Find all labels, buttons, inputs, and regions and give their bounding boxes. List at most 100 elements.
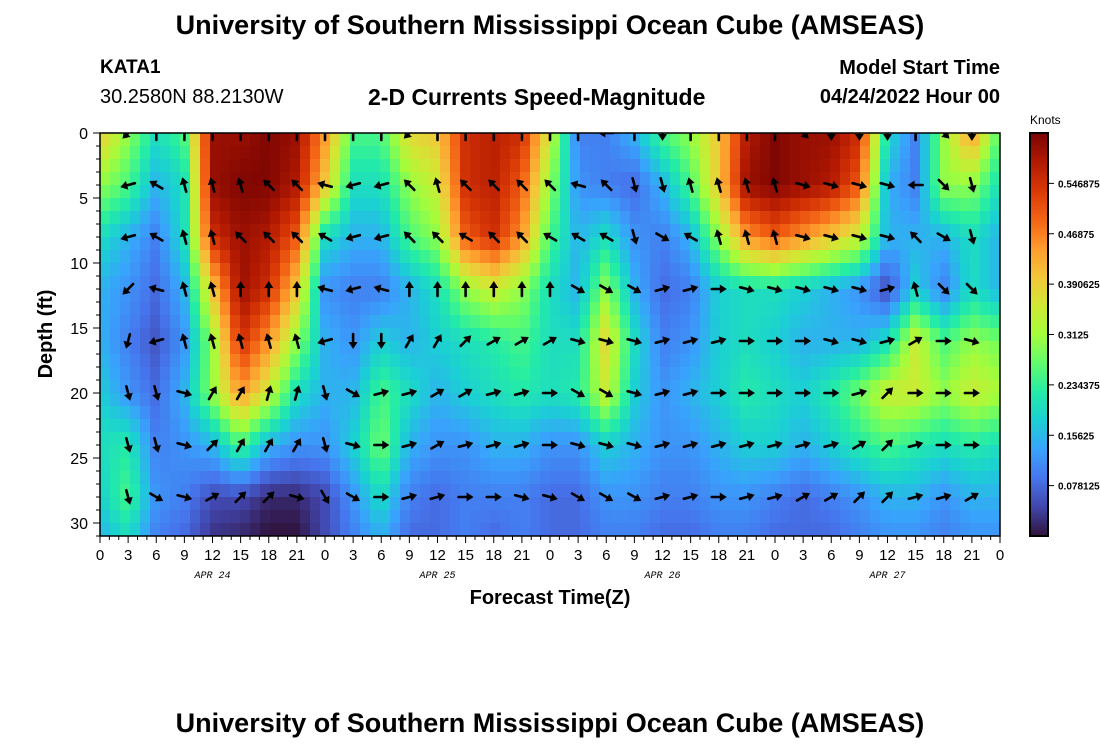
heatmap-cell <box>490 289 501 303</box>
heatmap-cell <box>440 380 451 394</box>
heatmap-cell <box>650 289 661 303</box>
heatmap-cell <box>420 237 431 251</box>
heatmap-cell <box>470 211 481 225</box>
heatmap-cell <box>800 198 811 212</box>
heatmap-cell <box>720 432 731 446</box>
heatmap-cell <box>410 159 421 173</box>
heatmap-cell <box>440 133 451 147</box>
current-arrow <box>598 336 615 346</box>
heatmap-cell <box>460 471 471 485</box>
heatmap-cell <box>520 250 531 264</box>
heatmap-cell <box>710 432 721 446</box>
heatmap-cell <box>820 172 831 186</box>
heatmap-cell <box>440 523 451 536</box>
heatmap-cell <box>270 302 281 316</box>
heatmap-cell <box>460 497 471 511</box>
heatmap-cell <box>660 198 671 212</box>
heatmap-cell <box>630 250 641 264</box>
heatmap-cell <box>940 354 951 368</box>
heatmap-cell <box>960 471 971 485</box>
heatmap-cell <box>300 432 311 446</box>
heatmap-cell <box>550 146 561 160</box>
heatmap-cell <box>230 198 241 212</box>
heatmap-cell <box>420 432 431 446</box>
heatmap-cell <box>690 289 701 303</box>
heatmap-cell <box>500 497 511 511</box>
heatmap-cell <box>370 354 381 368</box>
heatmap-cell <box>210 172 221 186</box>
model-start-value: 04/24/2022 Hour 00 <box>819 86 1000 108</box>
heatmap-cell <box>160 393 171 407</box>
heatmap-cell <box>450 419 461 433</box>
heatmap-cell <box>890 380 901 394</box>
current-arrow <box>655 232 670 242</box>
heatmap-cell <box>550 224 561 238</box>
heatmap-cell <box>210 445 221 459</box>
heatmap-cell <box>100 289 111 303</box>
heatmap-cell <box>430 354 441 368</box>
heatmap-cell <box>960 159 971 173</box>
heatmap-cell <box>750 302 761 316</box>
heatmap-cell <box>440 237 451 251</box>
heatmap-cell <box>240 523 251 536</box>
heatmap-cell <box>440 250 451 264</box>
heatmap-cell <box>120 315 131 329</box>
heatmap-cell <box>100 146 111 160</box>
heatmap-cell <box>620 445 631 459</box>
heatmap-cell <box>480 445 491 459</box>
heatmap-cell <box>470 341 481 355</box>
heatmap-cell <box>250 237 261 251</box>
heatmap-cell <box>840 185 851 199</box>
heatmap-cell <box>640 185 651 199</box>
heatmap-cell <box>880 354 891 368</box>
heatmap-cell <box>650 224 661 238</box>
heatmap-cell <box>790 458 801 472</box>
heatmap-cell <box>700 237 711 251</box>
heatmap-cell <box>160 185 171 199</box>
heatmap-cell <box>850 211 861 225</box>
heatmap-cell <box>700 198 711 212</box>
heatmap-cell <box>160 328 171 342</box>
heatmap-cell <box>200 432 211 446</box>
heatmap-cell <box>250 484 261 498</box>
heatmap-cell <box>610 328 621 342</box>
heatmap-cell <box>430 159 441 173</box>
current-arrow <box>235 386 245 401</box>
heatmap-cell <box>970 289 981 303</box>
heatmap-cell <box>590 211 601 225</box>
heatmap-cell <box>570 445 581 459</box>
heatmap-cell <box>680 263 691 277</box>
heatmap-cell <box>360 393 371 407</box>
heatmap-cell <box>920 380 931 394</box>
heatmap-cell <box>650 211 661 225</box>
heatmap-cell <box>840 133 851 147</box>
heatmap-cell <box>160 445 171 459</box>
heatmap-cell <box>800 315 811 329</box>
heatmap-cell <box>380 419 391 433</box>
heatmap-cell <box>490 224 501 238</box>
heatmap-cell <box>290 406 301 420</box>
heatmap-cell <box>170 263 181 277</box>
heatmap-cell <box>690 263 701 277</box>
heatmap-cell <box>780 133 791 147</box>
heatmap-cell <box>790 367 801 381</box>
current-arrow <box>967 176 977 193</box>
heatmap-cell <box>330 198 341 212</box>
heatmap-cell <box>700 432 711 446</box>
heatmap-cell <box>640 211 651 225</box>
heatmap-cell <box>680 367 691 381</box>
heatmap-cell <box>950 367 961 381</box>
heatmap-cell <box>280 276 291 290</box>
heatmap-cell <box>170 341 181 355</box>
heatmap-cell <box>690 419 701 433</box>
heatmap-cell <box>410 224 421 238</box>
heatmap-cell <box>860 133 871 147</box>
heatmap-cell <box>340 328 351 342</box>
heatmap-cell <box>650 432 661 446</box>
heatmap-cell <box>180 471 191 485</box>
heatmap-cell <box>160 172 171 186</box>
heatmap-cell <box>150 510 161 524</box>
heatmap-cell <box>260 354 271 368</box>
heatmap-cell <box>230 354 241 368</box>
heatmap-cell <box>950 380 961 394</box>
